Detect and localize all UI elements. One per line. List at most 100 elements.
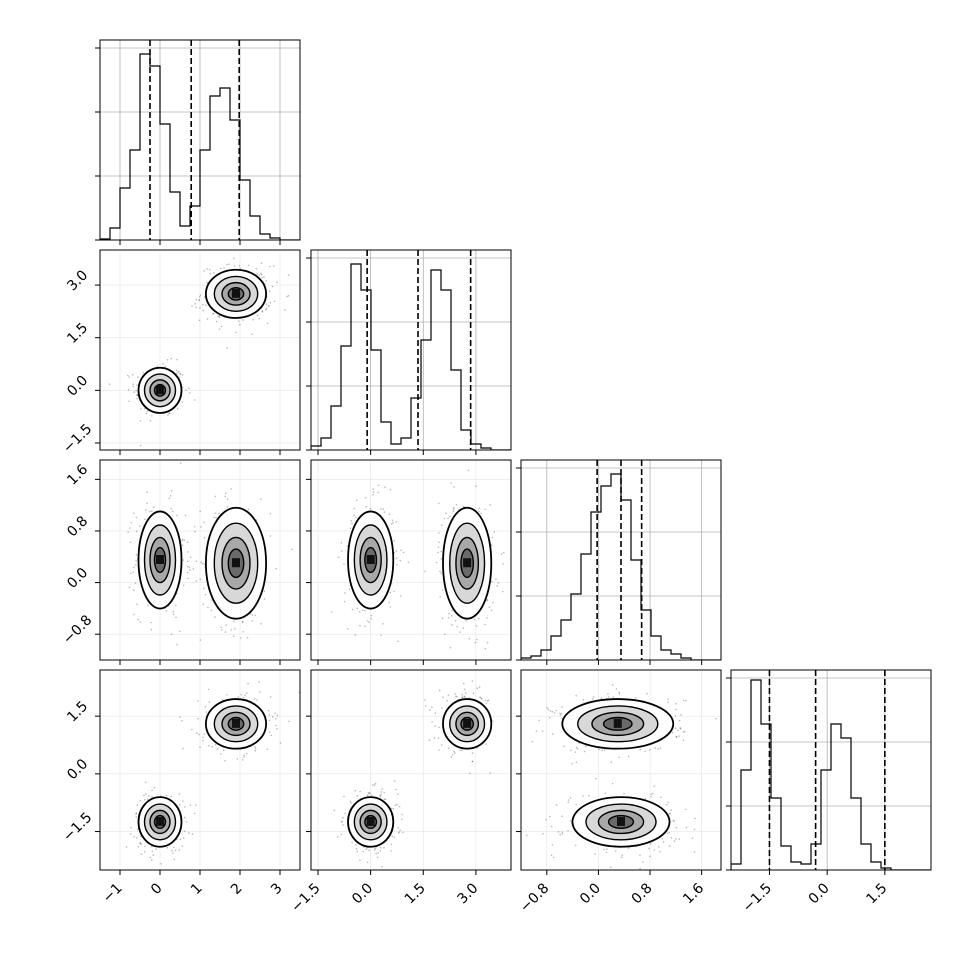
scatter-point [486, 617, 488, 619]
scatter-point [187, 551, 189, 553]
scatter-point [615, 688, 618, 690]
scatter-point [269, 696, 272, 698]
scatter-point [210, 599, 213, 601]
scatter-point [484, 623, 486, 626]
scatter-point [606, 848, 608, 850]
scatter-point [269, 535, 272, 537]
scatter-point [125, 846, 128, 848]
scatter-point [211, 745, 213, 748]
scatter-point [545, 818, 547, 821]
scatter-point [203, 587, 205, 589]
scatter-point [397, 793, 399, 795]
x-tick-label: 3 [268, 880, 286, 898]
scatter-point [233, 265, 236, 267]
scatter-point [344, 592, 346, 594]
scatter-point [396, 803, 398, 806]
scatter-point [383, 511, 386, 513]
scatter-point [366, 861, 369, 864]
scatter-point [287, 295, 290, 297]
scatter-point [570, 749, 572, 751]
scatter-point [555, 804, 558, 806]
x-tick-label: 1.6 [680, 880, 707, 907]
scatter-point [377, 852, 380, 854]
scatter-point [575, 694, 577, 697]
scatter-point [203, 563, 206, 566]
density-peak-0 [617, 816, 625, 826]
scatter-point [271, 715, 274, 718]
scatter-point [490, 609, 493, 612]
scatter-point [475, 625, 478, 627]
scatter-point [170, 795, 173, 798]
scatter-point [175, 604, 177, 607]
scatter-point [402, 831, 404, 834]
scatter-point [224, 492, 227, 495]
scatter-point [144, 798, 146, 801]
scatter-point [218, 314, 221, 317]
scatter-point [191, 728, 193, 731]
scatter-point [223, 267, 225, 269]
scatter-point [199, 307, 201, 309]
scatter-point [440, 524, 443, 526]
scatter-point [198, 733, 200, 736]
scatter-point [230, 488, 232, 490]
y-tick-label: 0.0 [64, 565, 91, 592]
scatter-point [682, 739, 685, 742]
scatter-point [600, 697, 603, 699]
scatter-point [569, 819, 572, 822]
scatter-point [349, 800, 352, 803]
scatter-point [693, 828, 696, 831]
scatter-point [195, 804, 197, 806]
scatter-point [359, 859, 361, 862]
scatter-point [243, 754, 245, 757]
scatter-point [182, 800, 184, 802]
scatter-point [196, 732, 198, 734]
scatter-point [142, 371, 145, 374]
scatter-point [137, 828, 139, 830]
scatter-point [435, 561, 438, 564]
scatter-point [145, 509, 147, 511]
scatter-point [255, 267, 258, 270]
scatter-point [188, 832, 190, 834]
scatter-point [247, 682, 249, 685]
scatter-point [454, 619, 457, 622]
scatter-point [239, 267, 241, 270]
scatter-point [199, 510, 201, 513]
scatter-point [245, 692, 248, 694]
scatter-point [336, 836, 339, 838]
density-peak-0 [366, 816, 375, 826]
scatter-point [667, 801, 670, 804]
scatter-point [176, 408, 179, 410]
scatter-point [661, 838, 664, 840]
scatter-point [374, 847, 377, 850]
scatter-point [181, 544, 184, 547]
scatter-point [202, 303, 204, 306]
scatter-point [359, 790, 361, 793]
scatter-point [685, 700, 687, 702]
scatter-point [660, 796, 662, 799]
scatter-point [390, 523, 393, 525]
scatter-point [551, 733, 554, 735]
scatter-point [230, 628, 232, 631]
scatter-point [108, 383, 111, 385]
panel-2-1 [306, 459, 512, 665]
y-tick-label: 0.0 [64, 756, 91, 783]
scatter-point [183, 539, 186, 542]
scatter-point [486, 599, 488, 602]
scatter-point [440, 744, 443, 746]
scatter-point [179, 716, 181, 718]
scatter-point [162, 363, 164, 365]
scatter-point [348, 588, 351, 590]
scatter-point [434, 712, 437, 714]
scatter-point [233, 257, 235, 260]
scatter-point [680, 714, 682, 716]
scatter-point [202, 736, 204, 739]
scatter-point [275, 717, 277, 720]
scatter-point [389, 606, 391, 608]
scatter-point [240, 693, 243, 696]
scatter-point [639, 867, 641, 870]
scatter-point [176, 358, 178, 361]
scatter-point [263, 276, 265, 279]
histogram-step-0 [100, 53, 300, 240]
scatter-point [224, 495, 227, 498]
scatter-point [674, 715, 677, 717]
